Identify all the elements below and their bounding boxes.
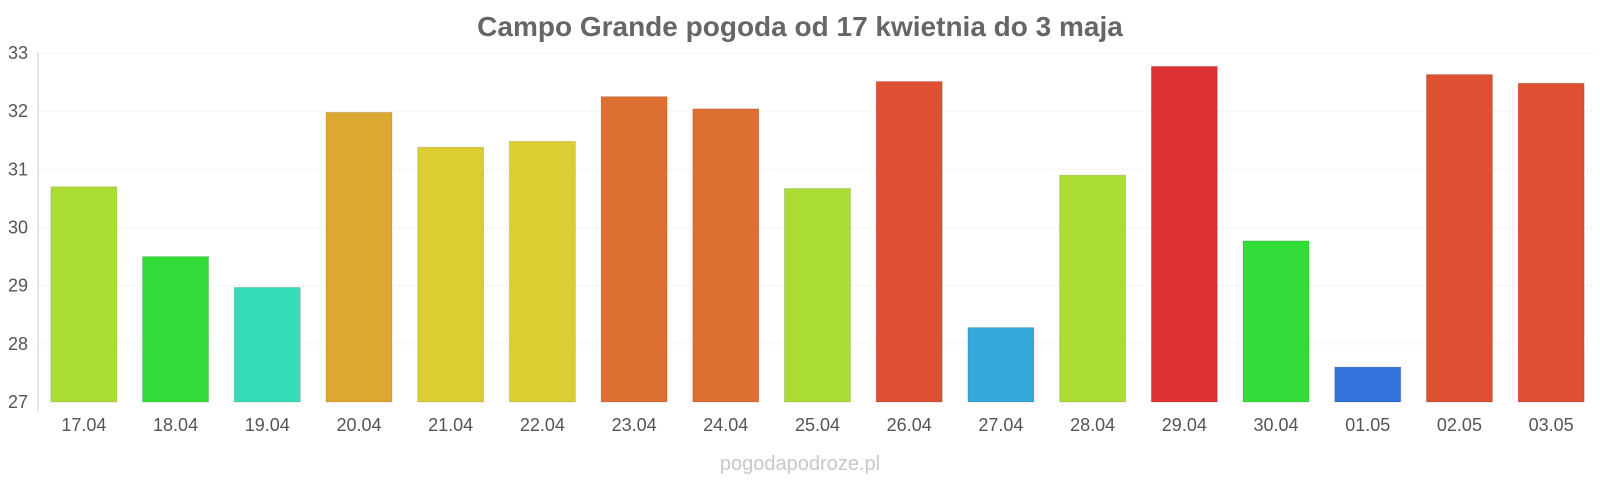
x-tick-label: 02.05 bbox=[1437, 415, 1482, 435]
bar-01.05 bbox=[1334, 366, 1402, 403]
x-tick-label: 19.04 bbox=[245, 415, 290, 435]
bar-27.04 bbox=[967, 327, 1035, 403]
bar-25.04 bbox=[783, 188, 852, 403]
x-tick-label: 01.05 bbox=[1345, 415, 1390, 435]
y-tick-label: 33 bbox=[8, 43, 28, 63]
y-tick-label: 28 bbox=[8, 334, 28, 354]
x-tick-label: 03.05 bbox=[1529, 415, 1574, 435]
x-tick-label: 28.04 bbox=[1070, 415, 1115, 435]
bars bbox=[50, 65, 1585, 403]
x-tick-label: 18.04 bbox=[153, 415, 198, 435]
bar-30.04 bbox=[1242, 240, 1310, 403]
bar-03.05 bbox=[1517, 82, 1585, 403]
source-watermark: pogodapodroze.pl bbox=[720, 453, 880, 475]
bar-24.04 bbox=[692, 108, 760, 403]
x-tick-label: 30.04 bbox=[1254, 415, 1299, 435]
bar-23.04 bbox=[600, 96, 668, 403]
x-tick-label: 20.04 bbox=[336, 415, 381, 435]
y-tick-label: 32 bbox=[8, 101, 28, 121]
y-tick-label: 29 bbox=[8, 276, 28, 296]
x-tick-label: 29.04 bbox=[1162, 415, 1207, 435]
y-tick-label: 31 bbox=[8, 159, 28, 179]
x-tick-label: 21.04 bbox=[428, 415, 473, 435]
y-tick-label: 30 bbox=[8, 218, 28, 238]
x-tick-label: 26.04 bbox=[887, 415, 932, 435]
bar-17.04 bbox=[50, 186, 118, 403]
chart-title: Campo Grande pogoda od 17 kwietnia do 3 … bbox=[477, 11, 1123, 42]
bar-19.04 bbox=[233, 286, 301, 403]
x-tick-label: 24.04 bbox=[703, 415, 748, 435]
bar-20.04 bbox=[325, 111, 393, 403]
bar-22.04 bbox=[508, 140, 576, 403]
bar-26.04 bbox=[875, 81, 943, 403]
bar-21.04 bbox=[417, 146, 485, 403]
bar-28.04 bbox=[1059, 174, 1127, 403]
x-tick-label: 22.04 bbox=[520, 415, 565, 435]
bar-02.05 bbox=[1425, 74, 1493, 403]
x-tick-label: 25.04 bbox=[795, 415, 840, 435]
y-tick-label: 27 bbox=[8, 392, 28, 412]
x-tick-label: 17.04 bbox=[61, 415, 106, 435]
bar-18.04 bbox=[142, 256, 210, 403]
x-tick-label: 23.04 bbox=[612, 415, 657, 435]
bar-29.04 bbox=[1150, 65, 1218, 403]
x-tick-label: 27.04 bbox=[978, 415, 1023, 435]
x-axis: 17.04 18.04 19.04 20.04 21.04 22.04 23.04 24.04… bbox=[61, 415, 1573, 435]
y-axis: 27 28 29 30 31 32 33 bbox=[8, 43, 39, 412]
